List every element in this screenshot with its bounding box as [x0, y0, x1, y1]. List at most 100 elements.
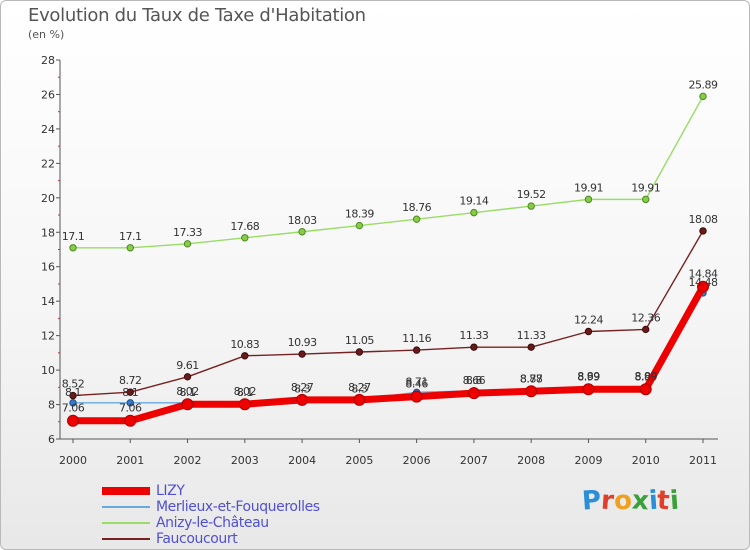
y-tick-label: 28: [41, 54, 55, 67]
y-tick-label: 20: [41, 192, 55, 205]
x-tick-label: 2008: [517, 454, 545, 467]
data-label: 17.1: [119, 230, 142, 243]
data-point: [298, 350, 306, 358]
legend-item: Anizy-le-Château: [102, 515, 320, 531]
x-tick-label: 2002: [174, 454, 202, 467]
data-point: [582, 383, 595, 396]
legend-swatch: [102, 538, 150, 540]
axes: 6 8 10 12 14 16 18 20 22 24 26 28 2000 2001 2002 2003 20…: [41, 54, 718, 467]
data-point: [699, 92, 707, 101]
data-point: [355, 221, 364, 230]
data-point: [126, 388, 134, 396]
data-label: 11.16: [402, 332, 431, 345]
data-point: [241, 352, 249, 360]
data-label: 18.03: [288, 214, 317, 227]
series-line-anizy-le-ch-teau: [72, 95, 704, 249]
data-point: [183, 373, 192, 381]
chart-title: Evolution du Taux de Taxe d'Habitation: [28, 5, 366, 26]
data-point: [470, 343, 478, 351]
data-point: [353, 393, 366, 406]
data-label: 8.27: [291, 381, 314, 394]
data-point: [584, 327, 593, 336]
x-tick-label: 2000: [59, 454, 87, 467]
x-tick-label: 2007: [460, 454, 488, 467]
logo-letter: P: [580, 485, 603, 517]
y-tick-label: 26: [41, 88, 55, 101]
data-label: 8.02: [234, 385, 257, 398]
data-point: [642, 325, 650, 334]
data-point: [642, 195, 650, 204]
data-label: 8.8: [466, 374, 482, 387]
data-point: [238, 398, 251, 411]
x-tick-label: 2006: [403, 454, 431, 467]
data-label: 8.3: [294, 382, 310, 395]
data-label: 12.36: [631, 311, 660, 324]
logo-letter: o: [612, 485, 633, 517]
data-point: [69, 399, 77, 407]
data-label: 25.89: [689, 78, 718, 91]
legend-item: Merlieux-et-Fouquerolles: [102, 499, 320, 515]
x-tick-label: 2001: [116, 454, 144, 467]
data-label: 8.1: [180, 386, 196, 399]
legend-swatch: [102, 522, 150, 524]
data-label: 17.68: [230, 220, 259, 233]
data-label: 7.06: [62, 402, 85, 415]
data-label: 14.48: [689, 276, 718, 289]
legend-label: LIZY: [156, 483, 185, 499]
x-tick-label: 2005: [345, 454, 373, 467]
data-point: [296, 393, 309, 406]
x-tick-label: 2011: [689, 454, 717, 467]
logo-letter: i: [668, 485, 680, 517]
data-label: 8.99: [634, 370, 657, 383]
data-label: 8.1: [65, 386, 81, 399]
data-label: 19.91: [631, 181, 660, 194]
data-point: [584, 195, 593, 204]
y-tick-label: 8: [48, 399, 55, 412]
data-point: [699, 227, 707, 235]
legend-item: Faucoucourt: [102, 531, 320, 547]
data-label: 8.1: [122, 386, 138, 399]
data-label: 17.33: [173, 226, 202, 239]
data-label: 8.46: [405, 378, 428, 391]
data-point: [697, 280, 709, 293]
data-point: [412, 215, 421, 223]
data-labels: 17.1 17.1 17.33 17.68 18.03 18.39 18.76 19.14 19…: [62, 78, 719, 415]
data-label: 18.39: [345, 208, 374, 221]
data-label: 8.02: [176, 385, 199, 398]
y-tick-label: 16: [41, 261, 55, 274]
data-label: 9.61: [176, 359, 199, 372]
data-point: [126, 244, 134, 252]
data-label: 19.52: [517, 188, 546, 201]
data-label: 8.1: [237, 386, 253, 399]
unit-label: (en %): [28, 28, 65, 41]
y-tick-label: 6: [48, 433, 55, 446]
data-label: 12.24: [574, 314, 603, 327]
data-point: [639, 383, 652, 396]
legend-label: Faucoucourt: [156, 531, 238, 547]
data-point: [410, 390, 423, 403]
data-label: 10.93: [288, 336, 317, 349]
series-line-lizy: [69, 283, 707, 425]
data-label: 18.08: [689, 213, 718, 226]
data-point: [525, 385, 538, 398]
data-point: [181, 398, 194, 411]
y-tick-label: 24: [41, 123, 55, 136]
proxiti-logo: Proxiti: [580, 485, 680, 517]
data-point: [69, 391, 77, 400]
data-point: [124, 414, 137, 427]
data-point: [467, 387, 480, 400]
data-label: 8.27: [348, 381, 371, 394]
data-point: [298, 228, 306, 236]
data-label: 19.14: [459, 195, 488, 208]
data-label: 8.66: [463, 374, 486, 387]
data-label: 8.89: [634, 370, 657, 383]
data-point: [126, 399, 134, 407]
data-point: [412, 346, 421, 354]
data-point: [241, 234, 249, 242]
data-label: 7.06: [119, 402, 142, 415]
data-label: 8.52: [62, 378, 85, 391]
data-point: [355, 348, 364, 356]
data-point: [527, 202, 535, 210]
series-line-faucoucourt: [72, 230, 704, 397]
